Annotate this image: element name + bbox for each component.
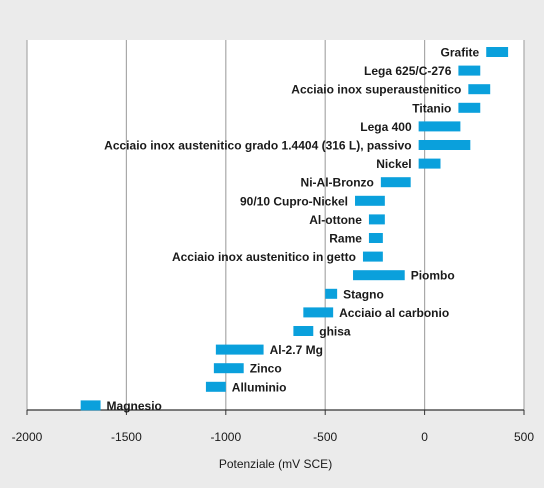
range-bar [458,65,481,76]
range-bar [353,270,405,281]
bar-label: Acciaio al carbonio [339,306,449,320]
bar-label: 90/10 Cupro-Nickel [240,194,348,208]
bar-label: Grafite [441,46,480,60]
range-bar [368,233,383,243]
range-bar [418,121,461,132]
x-axis-label: Potenziale (mV SCE) [219,457,332,471]
bar-label: Rame [329,232,362,246]
bar-label: Magnesio [107,399,162,413]
bar-label: Lega 625/C-276 [364,64,452,78]
range-bar [468,84,491,95]
range-bar [215,344,264,355]
range-bar [213,363,244,374]
range-bar [293,326,314,336]
x-tick-label: -2000 [12,430,43,444]
range-bar [325,288,338,299]
bar-label: Piombo [411,269,455,283]
bar-label: Stagno [343,287,384,301]
bar-label: Acciaio inox superaustenitico [291,83,461,97]
bar-label: Acciaio inox austenitico grado 1.4404 (3… [104,139,411,153]
range-bar [458,102,481,113]
x-tick-label: -1500 [111,430,142,444]
bar-label: Acciaio inox austenitico in getto [172,250,356,264]
x-tick-label: 0 [421,430,428,444]
range-bar [303,307,334,318]
x-tick-label: 500 [514,430,534,444]
bar-label: Titanio [412,101,451,115]
range-bar [368,214,385,225]
range-bar [486,47,509,57]
bar-label: Nickel [376,157,411,171]
plot-area [27,40,524,410]
bar-label: Zinco [250,362,282,376]
bar-label: Al-2.7 Mg [270,343,323,357]
bar-label: Ni-Al-Bronzo [301,176,374,190]
range-bar [362,251,383,262]
bar-label: Alluminio [232,380,287,394]
bars: Grafite Lega 625/C-276 Acciaio inox supera… [80,46,509,413]
range-bar [418,158,441,169]
range-bar [205,381,226,392]
bar-label: ghisa [319,325,351,339]
x-tick-label: -500 [313,430,337,444]
x-axis: -2000 -1500 -1000 -500 0 500 [12,409,534,444]
bar-label: Lega 400 [360,120,412,134]
gridlines [26,40,525,410]
range-bar [355,195,385,206]
range-bar [80,400,101,411]
bar-label: Al-ottone [309,213,362,227]
range-bar [380,177,411,188]
x-tick-label: -1000 [210,430,241,444]
range-bar [418,140,471,150]
